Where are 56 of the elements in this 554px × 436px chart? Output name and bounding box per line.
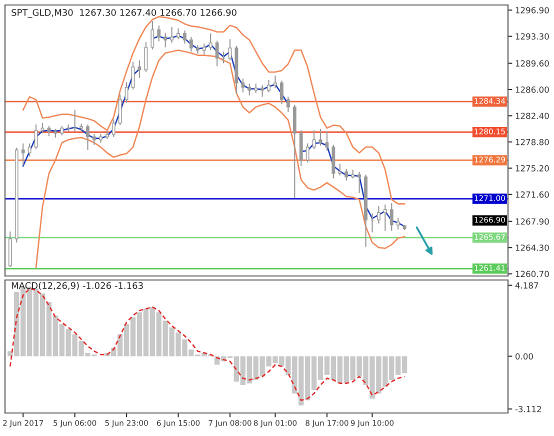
candlestick [306, 142, 310, 163]
candlestick [124, 82, 128, 104]
candlestick [280, 80, 284, 105]
candlestick [189, 36, 193, 52]
candlestick [183, 30, 186, 44]
candlestick [47, 125, 51, 137]
candlestick [150, 20, 154, 50]
y-tick-label: -3.112 [515, 406, 541, 412]
candlestick [112, 118, 116, 138]
y-tick-label: 1271.60 [516, 191, 549, 198]
candlestick [164, 32, 168, 48]
candlestick [144, 42, 148, 73]
y-tick-label: 1296.90 [516, 7, 549, 14]
candlestick [60, 125, 64, 136]
candlestick [376, 206, 380, 224]
y-tick-label: 1289.60 [516, 60, 549, 67]
candlestick [390, 202, 394, 232]
y-tick-label: 1286.00 [516, 86, 549, 93]
candlestick [215, 40, 219, 67]
candlestick [138, 60, 142, 78]
candlestick [21, 142, 25, 166]
candlestick [92, 133, 96, 146]
candlestick [274, 75, 277, 89]
candlestick [80, 123, 84, 132]
y-tick-label: 1293.30 [516, 33, 549, 40]
candlestick [157, 24, 161, 42]
candlestick [267, 79, 270, 93]
candlestick [241, 78, 245, 93]
candlestick [248, 83, 252, 96]
y-tick-label: 1275.20 [516, 165, 549, 172]
candlestick [170, 26, 174, 44]
candlestick [396, 217, 400, 230]
candlestick [40, 122, 44, 134]
y-tick-label: 0.00 [515, 353, 533, 360]
y-tick-label: 4.187 [515, 282, 538, 289]
candlestick [286, 96, 290, 113]
candlestick [358, 171, 362, 194]
y-tick-label: 1282.40 [516, 112, 549, 120]
candlestick [338, 163, 342, 176]
y-tick-label: 1267.90 [516, 218, 549, 225]
candlestick [202, 43, 206, 56]
candlestick [254, 83, 258, 94]
candlestick [28, 142, 32, 158]
candlestick [260, 84, 264, 98]
y-tick-label: 1264.30 [516, 244, 549, 251]
candlestick [176, 28, 180, 40]
y-tick-label: 1278.80 [516, 138, 549, 146]
y-tick-label: 1260.70 [516, 270, 549, 278]
candlestick [86, 124, 90, 151]
candlestick [383, 204, 387, 232]
candlestick [208, 32, 212, 51]
candlestick [118, 94, 122, 126]
candlestick [344, 168, 348, 182]
chart-title: MACD(12,26,9) -1.026 -1.163 [12, 282, 143, 290]
candlestick [312, 130, 316, 150]
chart-title: SPT_GLD,M30 1267.30 1267.40 1266.70 1266.90 [12, 9, 236, 18]
